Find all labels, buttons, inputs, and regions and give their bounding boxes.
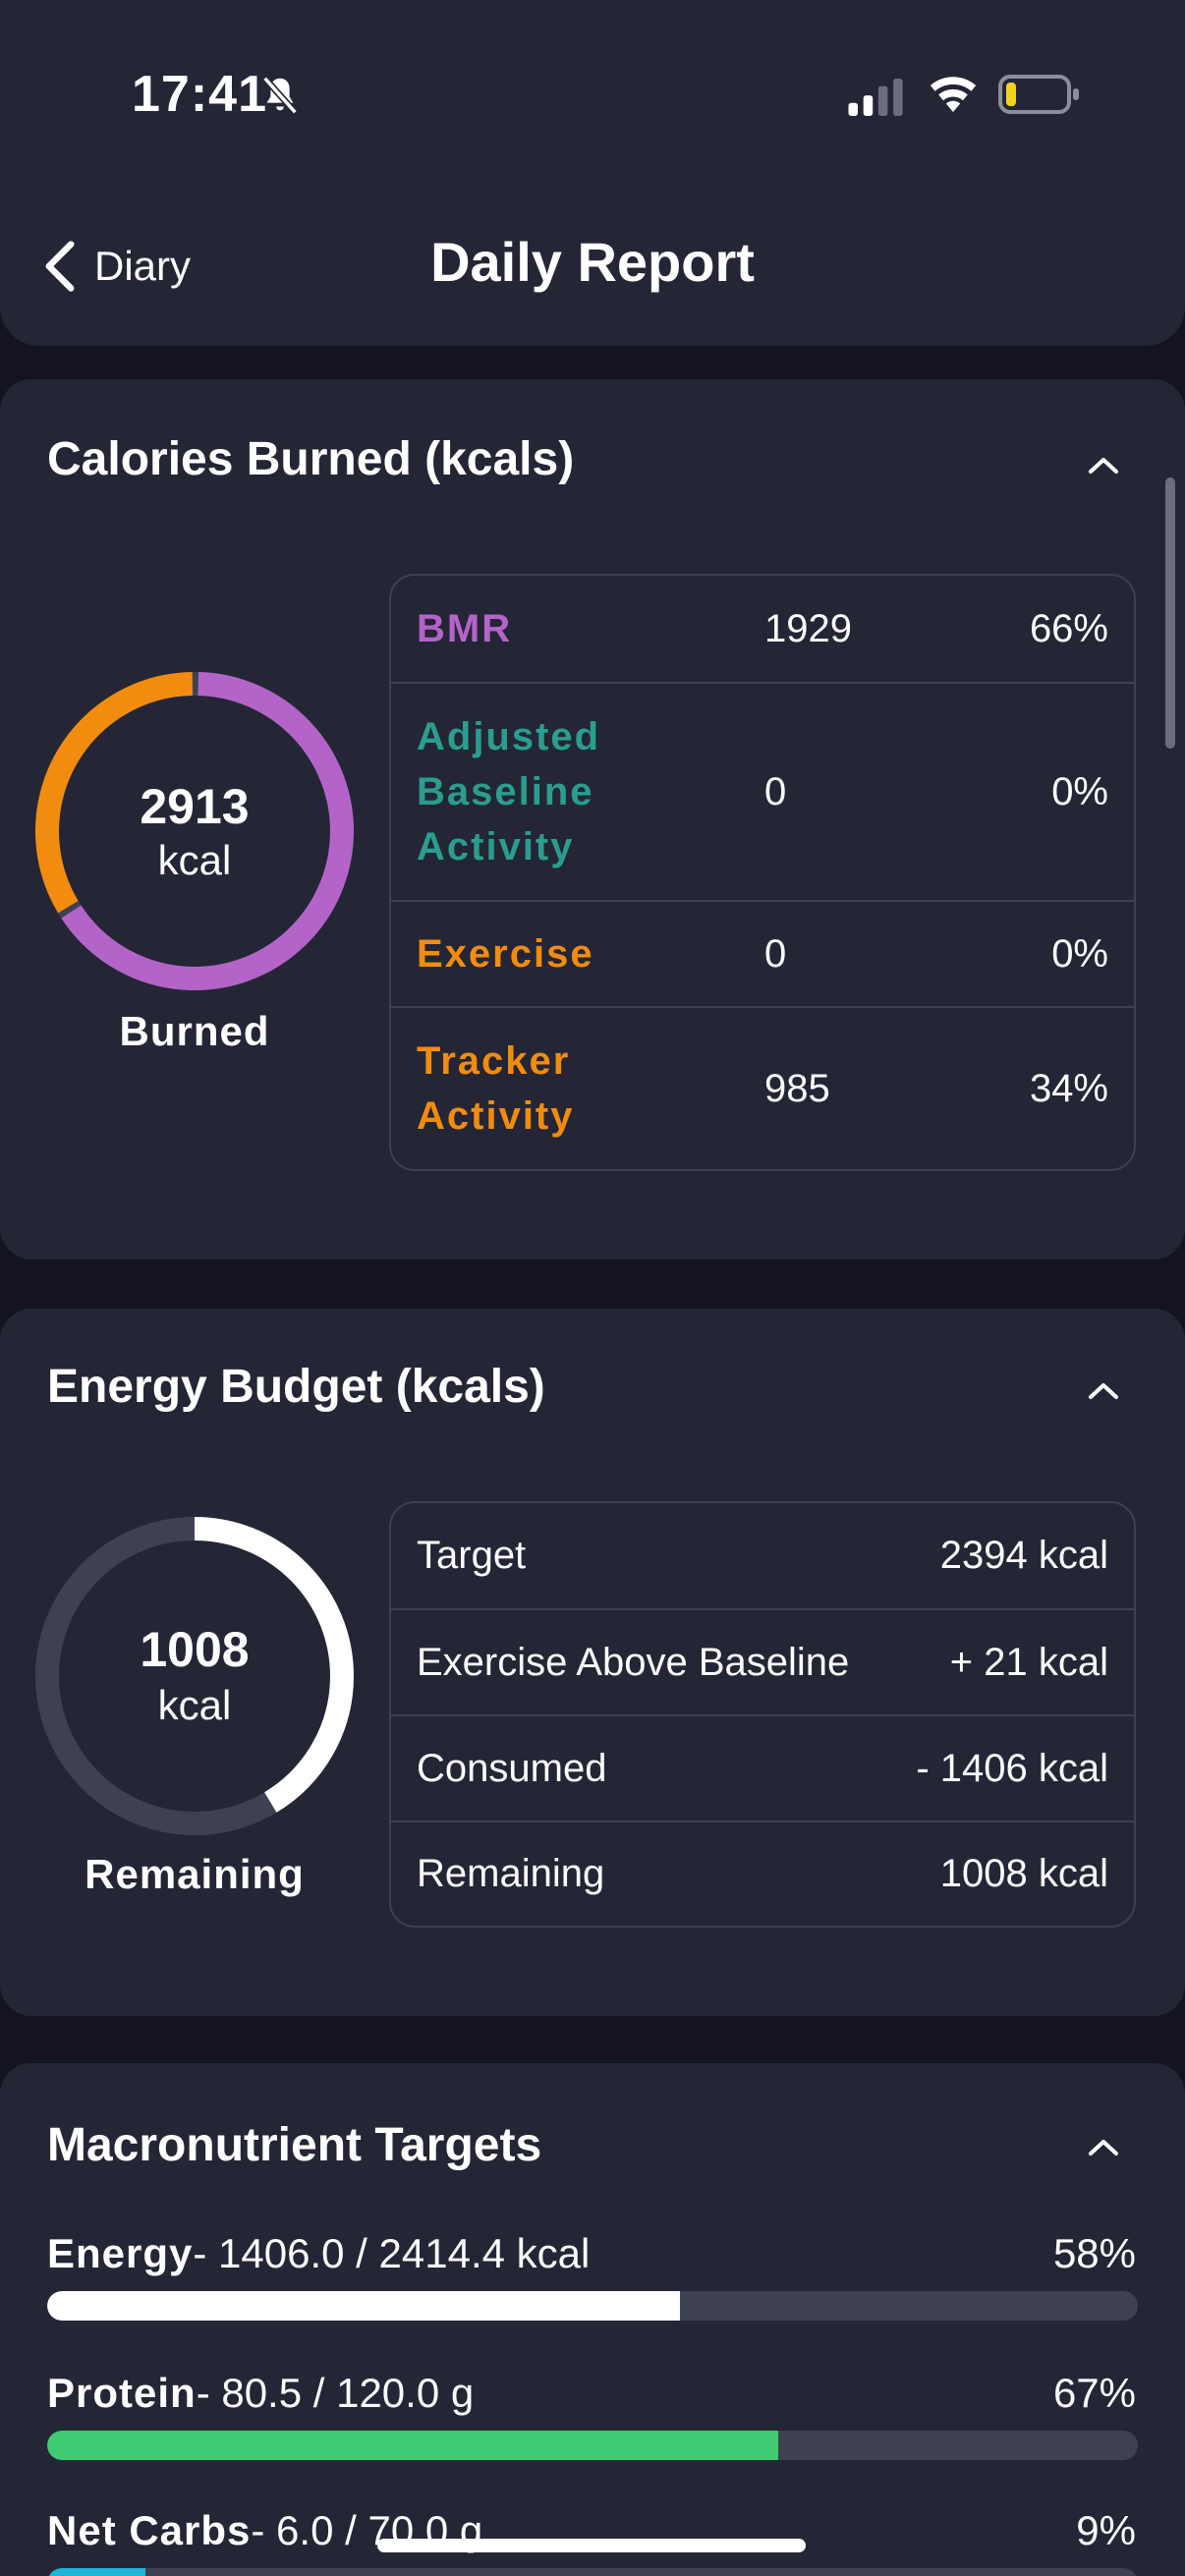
page-title: Daily Report bbox=[430, 231, 755, 293]
macro-percent: 58% bbox=[1052, 2230, 1136, 2276]
row-value: 0 bbox=[764, 769, 787, 813]
remaining-unit: kcal bbox=[157, 1682, 232, 1728]
energy-budget-table: Target 2394 kcal Exercise Above Baseline… bbox=[389, 1501, 1136, 1928]
macro-label-energy: Energy- 1406.0 / 2414.4 kcal bbox=[47, 2230, 591, 2276]
home-indicator[interactable] bbox=[377, 2539, 806, 2552]
burned-label: Burned bbox=[119, 1008, 270, 1054]
remaining-value: 1008 bbox=[140, 1622, 250, 1677]
table-row: Consumed - 1406 kcal bbox=[391, 1714, 1134, 1820]
table-row: Exercise Above Baseline + 21 kcal bbox=[391, 1608, 1134, 1714]
remaining-label: Remaining bbox=[85, 1851, 305, 1897]
calories-burned-card: Calories Burned (kcals) 2913 kcal Burned… bbox=[0, 379, 1185, 1260]
table-row: Tracker Activity 985 34% bbox=[391, 1006, 1134, 1169]
progress-bar-net-carbs bbox=[47, 2568, 1138, 2576]
burned-donut-chart bbox=[35, 672, 354, 990]
back-label: Diary bbox=[94, 243, 192, 289]
row-name: Consumed bbox=[417, 1746, 607, 1790]
chevron-up-icon[interactable] bbox=[1079, 450, 1128, 479]
calories-burned-title: Calories Burned (kcals) bbox=[47, 433, 575, 485]
burned-unit: kcal bbox=[157, 837, 232, 883]
chevron-up-icon[interactable] bbox=[1079, 2132, 1128, 2161]
row-value: 0 bbox=[764, 931, 787, 976]
macro-label-protein: Protein- 80.5 / 120.0 g bbox=[47, 2370, 475, 2416]
macronutrient-title: Macronutrient Targets bbox=[47, 2119, 542, 2171]
donut-segment-0 bbox=[35, 672, 354, 990]
row-percent: 0% bbox=[1051, 769, 1108, 813]
row-name: Tracker Activity bbox=[417, 1039, 575, 1138]
row-name: Target bbox=[417, 1534, 527, 1577]
progress-bar-energy bbox=[47, 2291, 1138, 2321]
chevron-up-icon[interactable] bbox=[1079, 1375, 1128, 1405]
back-button[interactable]: Diary bbox=[43, 232, 191, 301]
status-time: 17:41 bbox=[132, 66, 267, 123]
row-name: BMR bbox=[417, 607, 513, 650]
table-row: BMR 1929 66% bbox=[391, 576, 1134, 682]
macro-percent: 67% bbox=[1052, 2370, 1136, 2416]
row-value: + 21 kcal bbox=[949, 1640, 1108, 1684]
row-percent: 34% bbox=[1029, 1066, 1108, 1110]
battery-low-icon bbox=[998, 75, 1079, 114]
progress-fill bbox=[47, 2568, 145, 2576]
row-value: 2394 kcal bbox=[939, 1534, 1108, 1577]
macronutrient-card: Macronutrient Targets Energy- 1406.0 / 2… bbox=[0, 2063, 1185, 2576]
row-value: 1929 bbox=[764, 606, 852, 650]
table-row: Exercise 0 0% bbox=[391, 900, 1134, 1006]
row-percent: 0% bbox=[1051, 931, 1108, 976]
donut-segment-remaining bbox=[35, 1517, 354, 1835]
row-name: Adjusted Baseline Activity bbox=[417, 715, 601, 868]
progress-fill bbox=[47, 2431, 778, 2460]
row-value: - 1406 kcal bbox=[916, 1746, 1108, 1790]
burned-value: 2913 bbox=[140, 779, 250, 834]
budget-donut-chart bbox=[35, 1517, 354, 1835]
table-row: Target 2394 kcal bbox=[391, 1503, 1134, 1608]
macro-percent: 9% bbox=[1076, 2507, 1136, 2553]
calories-breakdown-table: BMR 1929 66% Adjusted Baseline Activity … bbox=[389, 574, 1136, 1171]
chevron-left-icon bbox=[45, 241, 75, 292]
table-row: Remaining 1008 kcal bbox=[391, 1820, 1134, 1926]
signal-icon bbox=[848, 79, 903, 116]
row-percent: 66% bbox=[1029, 606, 1108, 650]
row-name: Exercise Above Baseline bbox=[417, 1640, 850, 1684]
top-bar: 17:41 Diary Daily Report bbox=[0, 0, 1185, 346]
progress-fill bbox=[47, 2291, 680, 2321]
row-name: Exercise bbox=[417, 932, 594, 976]
row-value: 985 bbox=[764, 1066, 830, 1110]
energy-budget-title: Energy Budget (kcals) bbox=[47, 1361, 545, 1413]
bell-slash-icon bbox=[262, 76, 298, 115]
energy-budget-card: Energy Budget (kcals) 1008 kcal Remainin… bbox=[0, 1309, 1185, 2016]
wifi-icon bbox=[930, 77, 977, 112]
row-name: Remaining bbox=[417, 1852, 605, 1895]
scrollbar[interactable] bbox=[1165, 477, 1175, 749]
table-row: Adjusted Baseline Activity 0 0% bbox=[391, 682, 1134, 900]
row-value: 1008 kcal bbox=[939, 1852, 1108, 1895]
progress-bar-protein bbox=[47, 2431, 1138, 2460]
